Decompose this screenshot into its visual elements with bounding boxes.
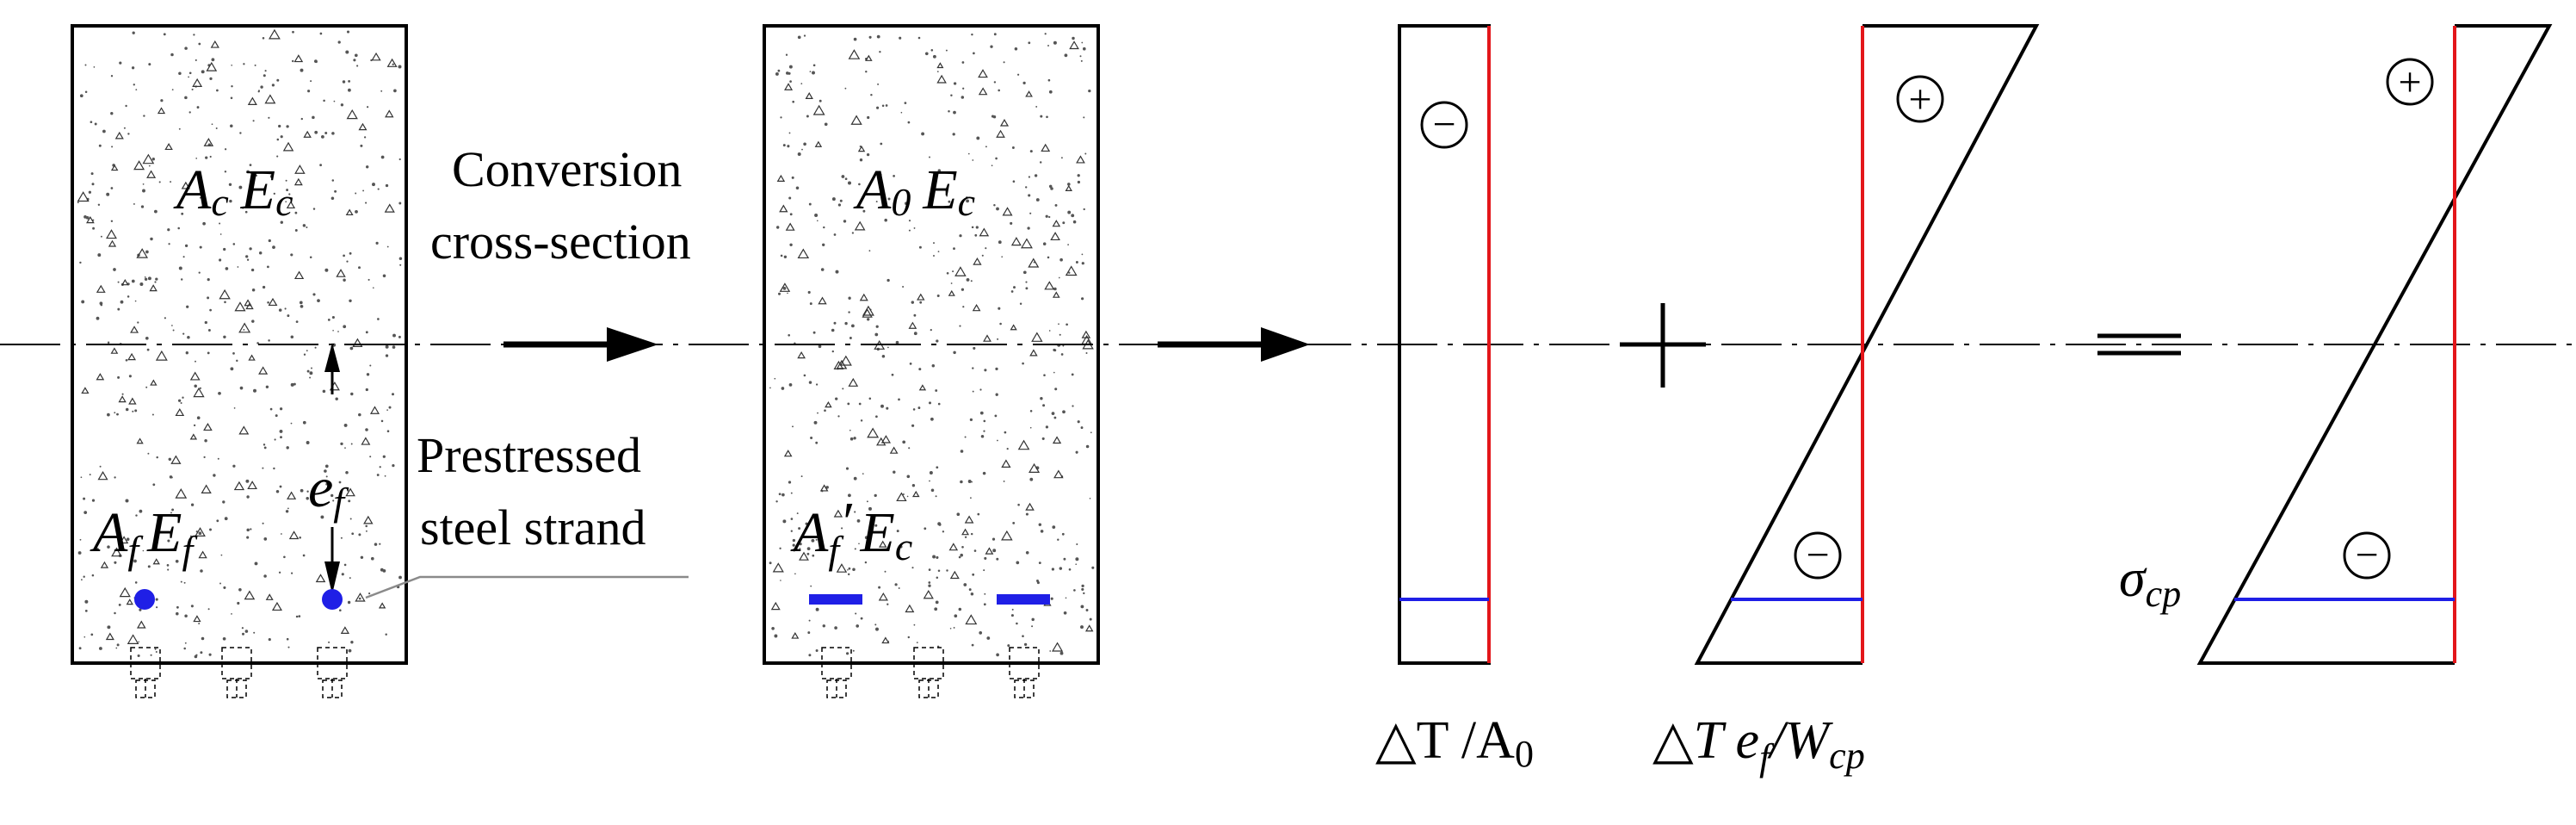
plus-operator (1620, 303, 1706, 388)
stress-diagram-axial: − △T /A0 (1375, 24, 1534, 775)
strand-dot-right (322, 589, 343, 610)
minus-sign-circle-bending (1794, 531, 1842, 580)
equals-operator (2097, 333, 2181, 356)
plus-sign-circle (1896, 75, 1944, 123)
anchor-marks-section2 (821, 647, 1040, 698)
bending-diagram-outline (1694, 24, 2040, 665)
sigma-cp-label: σcp (2119, 549, 2181, 615)
minus-sign-total: − (2355, 532, 2378, 578)
section2-area-label: A0 Ec (853, 158, 975, 224)
plus-sign-circle-total (2386, 58, 2434, 106)
eccentricity-label: ef (308, 456, 349, 524)
stress-diagram-total: + − σcp (2119, 24, 2553, 665)
total-diagram-outline (2196, 24, 2553, 665)
minus-sign: − (1432, 102, 1455, 147)
eccentricity-arrowhead-down (324, 561, 340, 594)
minus-sign-bending: − (1806, 532, 1829, 578)
axial-label: △T /A0 (1375, 711, 1534, 775)
converted-strand-left (809, 594, 862, 605)
minus-sign-circle-total (2343, 531, 2391, 580)
minus-sign-circle (1420, 101, 1468, 149)
eccentricity-arrowhead-up (324, 343, 340, 372)
arrow-conversion (503, 327, 658, 362)
stress-diagram-bending: + − △T ef/Wcp (1652, 24, 2040, 778)
strand-label-line2: steel strand (420, 499, 646, 555)
converted-strand-right (997, 594, 1050, 605)
bending-label: △T ef/Wcp (1652, 711, 1865, 778)
plus-sign-total: + (2398, 59, 2421, 105)
anchor-marks-section1 (130, 647, 348, 698)
concrete-texture-section2 (769, 33, 1095, 657)
conversion-label-line2: cross-section (430, 214, 691, 270)
arrow-to-stress (1158, 327, 1310, 362)
section1-area-label: Ac Ec (173, 158, 293, 224)
strand-dot-left (134, 589, 155, 610)
strand-area-label: Af Ef (90, 501, 198, 572)
converted-strand-label: Af′ Ec (790, 491, 912, 572)
plus-sign: + (1908, 77, 1931, 122)
conversion-label-line1: Conversion (452, 141, 682, 197)
concrete-texture-section1 (77, 28, 403, 659)
strand-leader-line (365, 575, 689, 599)
cross-section-converted: A0 Ec Af′ Ec (763, 24, 1100, 698)
strand-label-line1: Prestressed (417, 427, 641, 483)
